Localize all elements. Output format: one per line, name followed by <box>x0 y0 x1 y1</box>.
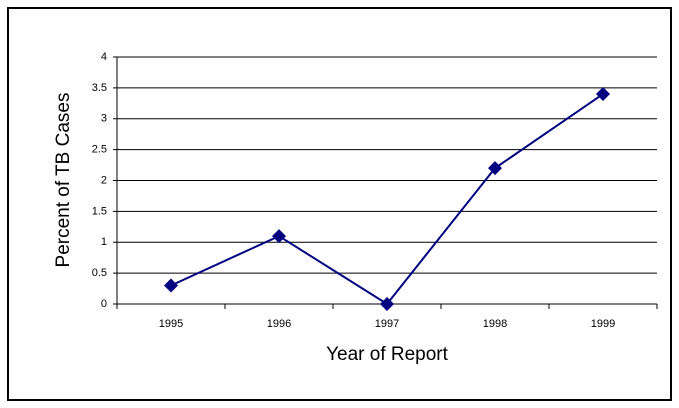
data-point <box>164 278 178 293</box>
chart-frame <box>7 7 672 401</box>
y-tick-label: 0 <box>101 298 107 310</box>
y-tick-label: 2.5 <box>92 144 107 156</box>
y-tick-label: 0.5 <box>92 267 107 279</box>
y-axis-title: Percent of TB Cases <box>53 93 74 268</box>
x-tick-label: 1996 <box>267 318 291 330</box>
data-point <box>488 161 502 176</box>
data-point <box>596 87 610 102</box>
x-tick-label: 1997 <box>375 318 399 330</box>
x-tick-label: 1995 <box>159 318 183 330</box>
y-tick-label: 4 <box>101 51 107 63</box>
y-tick-label: 1 <box>101 236 107 248</box>
x-tick-label: 1998 <box>483 318 507 330</box>
y-tick-label: 3.5 <box>92 82 107 94</box>
x-axis-title: Year of Report <box>326 344 449 365</box>
x-tick-label: 1999 <box>591 318 615 330</box>
y-tick-label: 1.5 <box>92 205 107 217</box>
data-point <box>380 297 394 311</box>
y-tick-label: 2 <box>101 174 107 186</box>
data-point <box>272 229 286 244</box>
y-tick-label: 3 <box>101 113 107 125</box>
